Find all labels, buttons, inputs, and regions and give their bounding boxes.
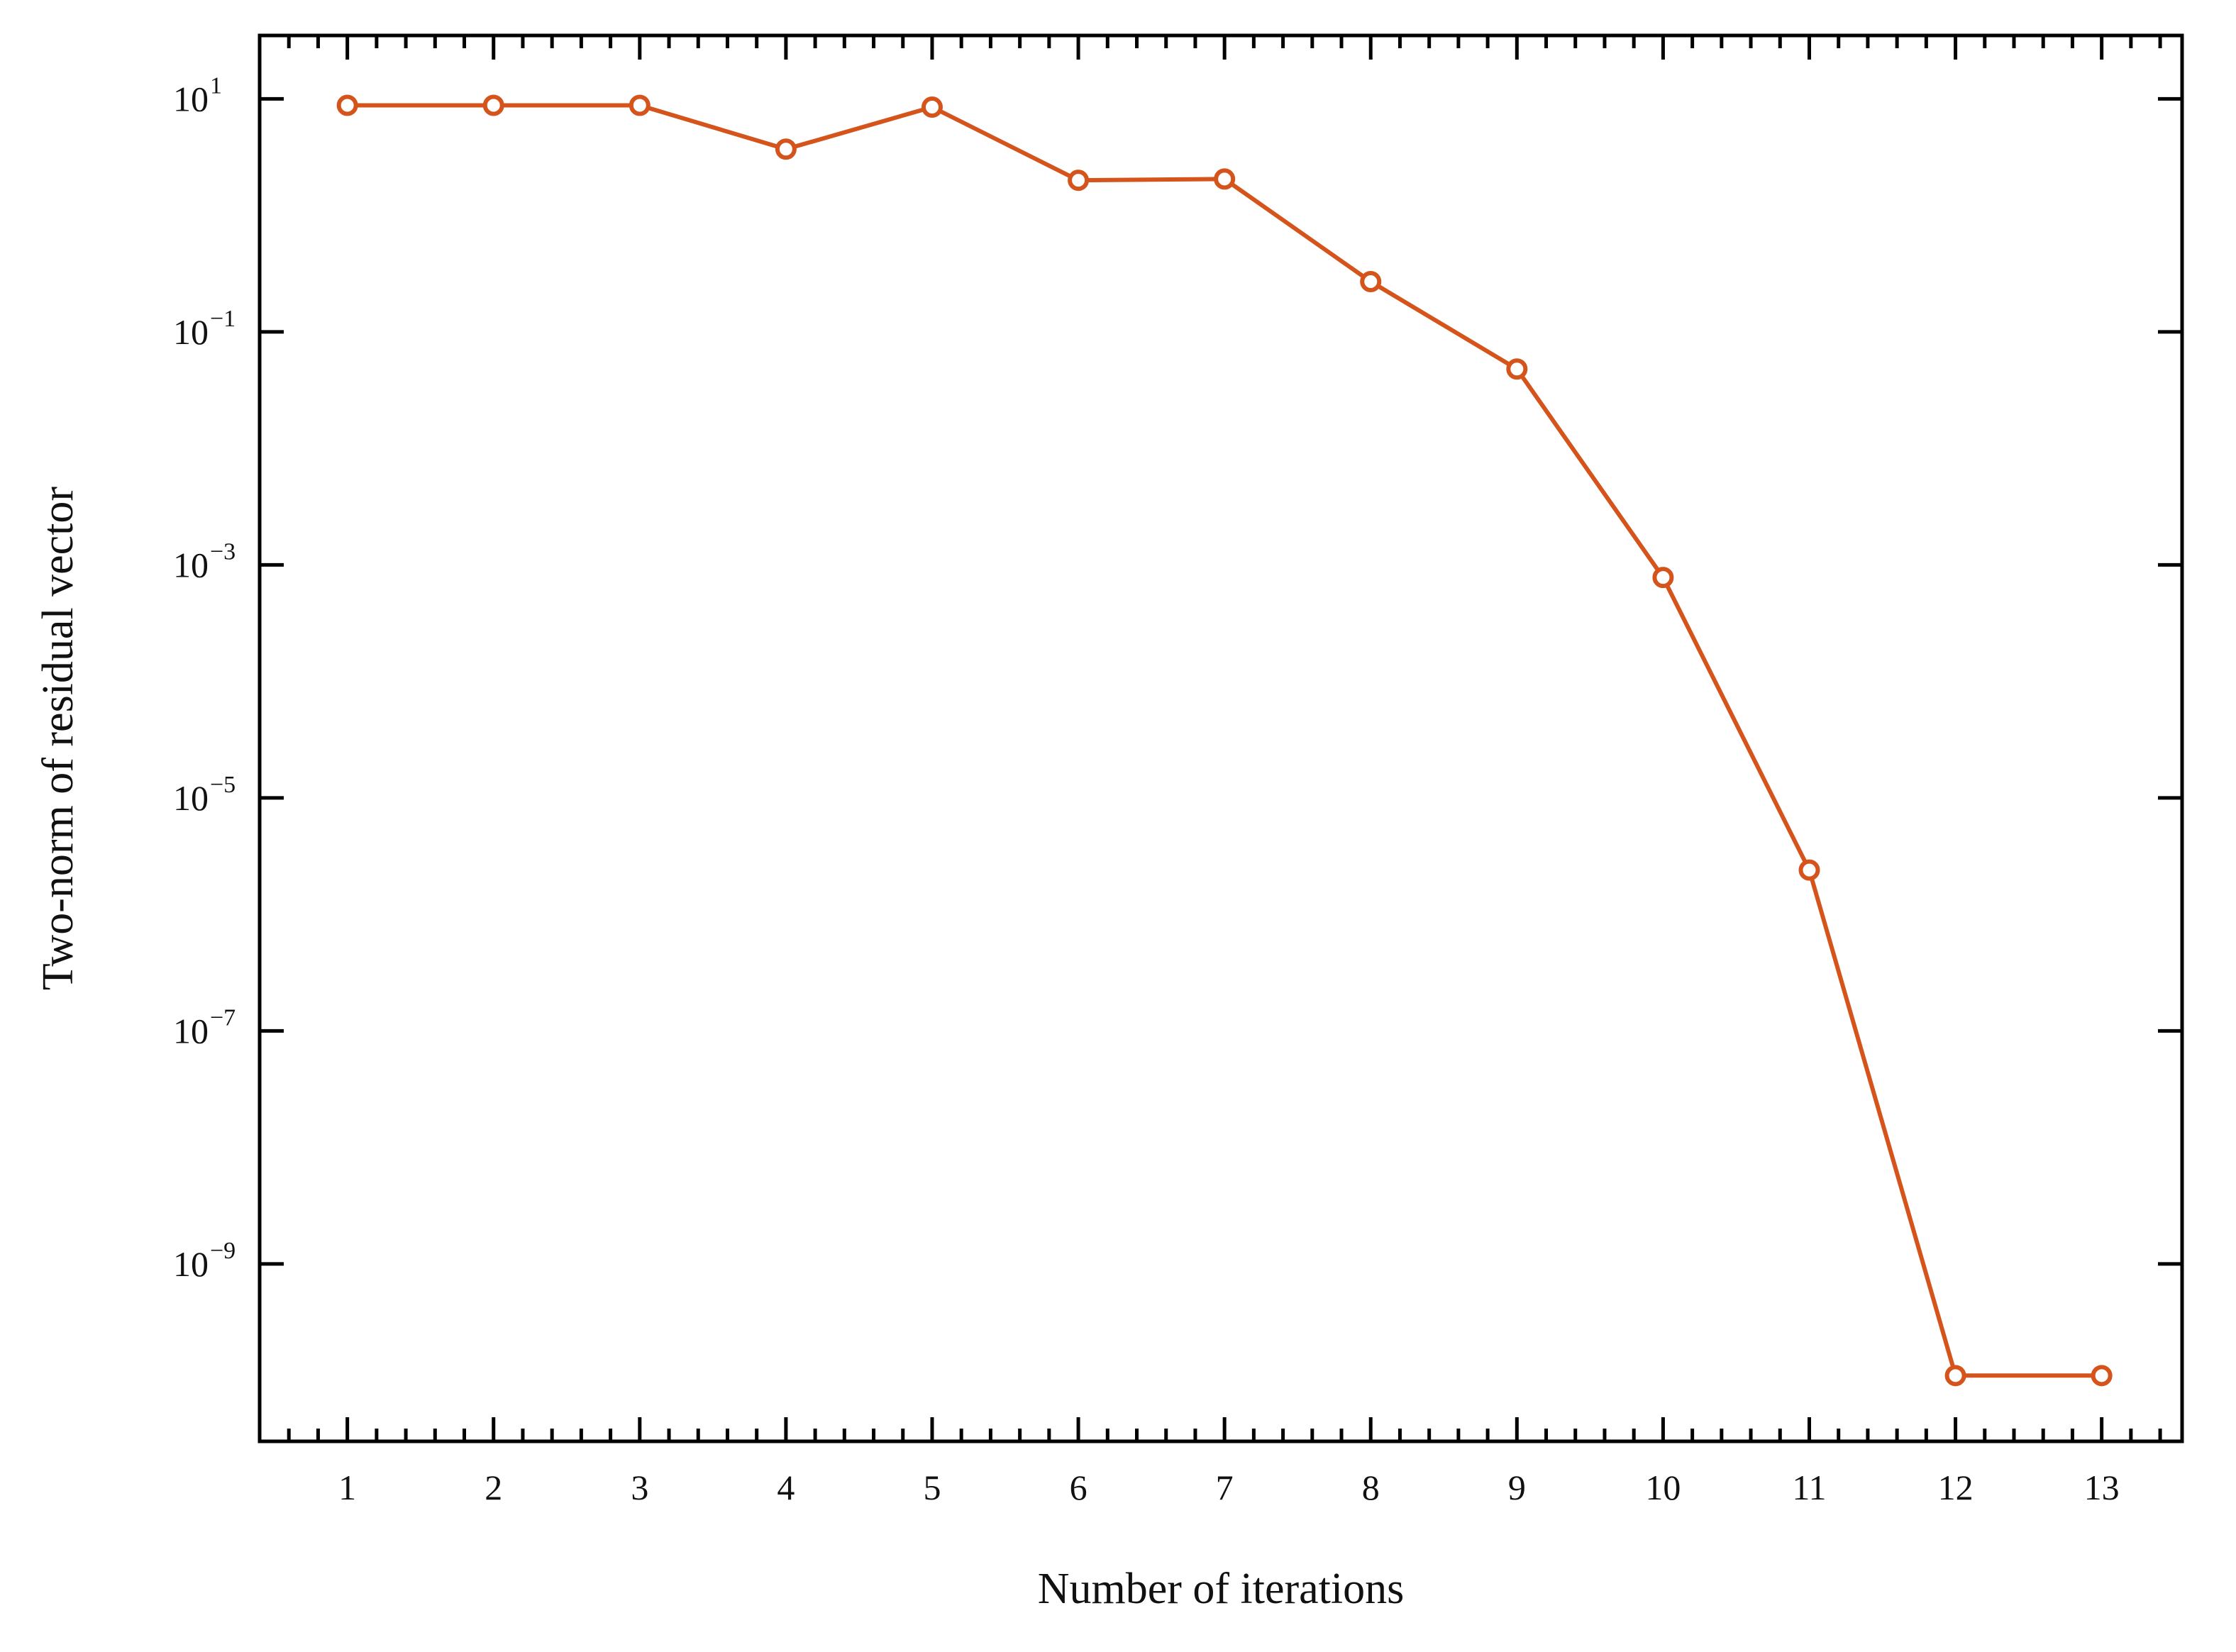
y-tick-label: 10 −9 (173, 1238, 236, 1284)
x-tick-label: 9 (1508, 1468, 1526, 1507)
data-point (629, 94, 651, 116)
data-point (1506, 358, 1528, 380)
series-markers (336, 94, 2113, 1387)
axis-ticks (258, 35, 2182, 1441)
series-line (347, 103, 2102, 1378)
x-tick-label: 1 (338, 1468, 356, 1507)
x-tick-label: 10 (1645, 1468, 1681, 1507)
y-tick-label: 10 −7 (173, 1004, 236, 1050)
y-tick-label-base: 10 (173, 1244, 209, 1284)
x-tick-label: 8 (1362, 1468, 1380, 1507)
y-tick-label: 10 1 (173, 72, 222, 118)
data-point (336, 94, 358, 116)
x-tick-label: 3 (631, 1468, 648, 1507)
data-point (1652, 567, 1674, 589)
y-tick-label-base: 10 (173, 778, 209, 818)
data-point (1068, 170, 1090, 192)
data-point (775, 138, 797, 160)
y-tick-label: 10 −5 (173, 772, 236, 818)
data-point (1360, 271, 1382, 293)
x-tick-label: 11 (1792, 1468, 1826, 1507)
x-tick-label: 5 (923, 1468, 941, 1507)
y-tick-label-exponent: 1 (210, 72, 222, 99)
x-axis-label: Number of iterations (1038, 1565, 1405, 1613)
x-tick-label: 12 (1938, 1468, 1974, 1507)
y-tick-label: 10 −3 (173, 538, 236, 584)
y-tick-label-base: 10 (173, 1011, 209, 1050)
x-tick-label: 4 (777, 1468, 795, 1507)
y-tick-label-exponent: −7 (210, 1004, 236, 1031)
x-tick-label: 7 (1216, 1468, 1234, 1507)
x-tick-labels: 1 2 3 4 5 6 7 8 9 10 11 12 13 (338, 1468, 2120, 1507)
y-tick-label-base: 10 (173, 545, 209, 584)
y-axis-label: Two-norm of residual vector (34, 487, 82, 991)
y-tick-label-exponent: −1 (210, 306, 236, 332)
data-point (1214, 168, 1236, 190)
x-tick-label: 2 (485, 1468, 502, 1507)
data-point (921, 96, 943, 118)
y-tick-label-exponent: −5 (210, 772, 236, 798)
plot-frame (258, 33, 2184, 1443)
data-point (1798, 859, 1820, 881)
y-tick-label-base: 10 (173, 79, 209, 118)
y-tick-label: 10 −1 (173, 306, 236, 352)
data-point (2091, 1365, 2113, 1387)
y-tick-label-exponent: −3 (210, 538, 236, 565)
y-tick-label-exponent: −9 (210, 1238, 236, 1264)
series-line-layer (347, 103, 2102, 1378)
data-point (482, 94, 504, 116)
data-point (1944, 1365, 1966, 1387)
x-tick-label: 13 (2084, 1468, 2120, 1507)
x-tick-label: 6 (1070, 1468, 1087, 1507)
y-tick-label-base: 10 (173, 312, 209, 352)
